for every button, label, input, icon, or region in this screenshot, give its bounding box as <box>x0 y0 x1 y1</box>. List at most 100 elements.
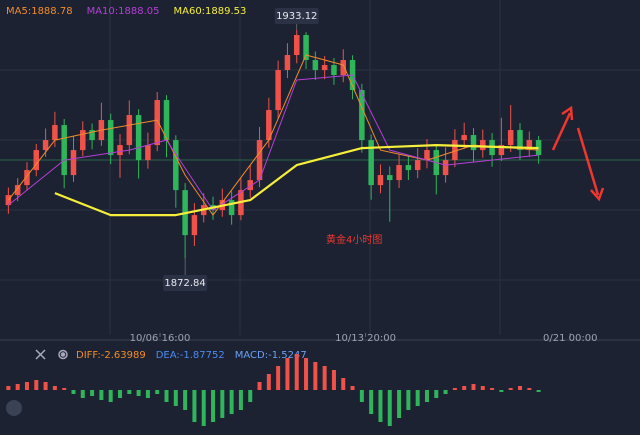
candle-body <box>145 145 151 161</box>
tool-button[interactable] <box>6 400 22 416</box>
candle-body <box>42 140 49 151</box>
macd-bar <box>480 386 485 390</box>
candle-body <box>312 60 319 71</box>
candle-body <box>24 170 30 186</box>
macd-bar <box>15 384 20 390</box>
high-label: 1933.12 <box>276 11 317 22</box>
macd-bar <box>145 390 150 398</box>
candle-body <box>117 145 123 156</box>
macd-bar <box>406 390 411 410</box>
macd-bar <box>359 390 364 402</box>
candle-body <box>461 135 467 141</box>
candle-body <box>266 110 272 141</box>
macd-icons <box>35 349 68 360</box>
candle-body <box>275 70 281 111</box>
candle-body <box>424 150 430 161</box>
macd-bar <box>285 358 290 390</box>
macd-bar <box>424 390 429 402</box>
macd-bar <box>322 366 327 390</box>
macd-bar <box>71 390 76 394</box>
candle-body <box>517 130 523 151</box>
x-tick-label: 10/06 16:00 <box>130 333 191 344</box>
macd-bar <box>80 390 85 398</box>
candle-body <box>414 160 421 171</box>
macd-bar <box>238 390 243 410</box>
candle-body <box>480 140 486 151</box>
macd-bar <box>304 358 309 390</box>
macd-bar <box>43 382 48 390</box>
macd-bar <box>276 366 281 390</box>
candle-body <box>526 140 533 151</box>
macd-bar <box>378 390 383 422</box>
candle-body <box>387 175 393 181</box>
macd-bar <box>127 390 132 394</box>
macd-bar <box>220 390 225 418</box>
high-label-box <box>274 8 319 24</box>
arrows <box>551 105 605 202</box>
macd-bar <box>499 390 504 392</box>
macd-bar <box>90 390 95 396</box>
annotation: 黄金4小时图 <box>326 233 382 246</box>
x-tick-label: 0/21 00:00 <box>543 333 597 344</box>
x-tick-label: 10/13 20:00 <box>335 333 396 344</box>
macd-bar <box>443 390 448 394</box>
macd-bar <box>52 386 57 390</box>
macd-bar <box>331 370 336 390</box>
candle-body <box>163 100 170 141</box>
macd-bar <box>155 390 160 394</box>
macd-bar <box>369 390 374 414</box>
ma-line <box>54 144 539 217</box>
candle-body <box>284 55 291 71</box>
ma-legend: MA60:1889.53 <box>173 6 246 17</box>
candle-body <box>405 165 412 171</box>
macd-bar <box>462 386 467 390</box>
candle-body <box>256 140 263 181</box>
macd-bar <box>248 390 253 402</box>
macd-bar <box>257 382 262 390</box>
candle-body <box>70 150 77 176</box>
macd-bar <box>266 374 271 390</box>
macd-bar <box>452 388 457 390</box>
candle-body <box>498 145 505 156</box>
macd-bar <box>183 390 188 410</box>
candle-body <box>89 130 95 141</box>
macd-bar <box>6 386 11 390</box>
macd-bar <box>527 388 532 390</box>
ma-legend: MA5:1888.78 <box>6 6 73 17</box>
candle-body <box>368 140 374 186</box>
candle-body <box>107 120 114 156</box>
candle-body <box>340 60 347 76</box>
candle-body <box>303 35 309 61</box>
candle-body <box>396 165 402 181</box>
candle-body <box>452 140 458 161</box>
candle-body <box>135 115 142 161</box>
macd-bar <box>24 382 29 390</box>
candle-body <box>61 125 67 176</box>
macd-bar <box>118 390 122 398</box>
candle-body <box>173 140 179 191</box>
macd-bar <box>173 390 178 406</box>
macd-legend: DIFF:-2.63989 <box>76 350 146 361</box>
macd-bar <box>201 390 206 426</box>
macd-legend: MACD:-1.5247 <box>235 350 307 361</box>
macd-bar <box>136 390 141 396</box>
ma-line <box>8 74 539 211</box>
macd-bar <box>62 388 67 390</box>
candle-body <box>80 130 86 151</box>
macd-bar <box>341 378 346 390</box>
grid <box>0 0 640 335</box>
candle-body <box>247 180 253 191</box>
candle-body <box>507 130 514 146</box>
macd-bar <box>211 390 216 422</box>
macd-bar <box>192 390 197 422</box>
candle-body <box>191 215 198 236</box>
macd-bar <box>350 386 355 390</box>
macd-bar <box>108 390 113 402</box>
candle-body <box>293 35 300 56</box>
macd-bar <box>508 388 513 390</box>
macd-bar <box>34 380 39 390</box>
macd-bar <box>164 390 169 402</box>
macd-bar <box>229 390 234 414</box>
macd-bar <box>294 354 299 390</box>
